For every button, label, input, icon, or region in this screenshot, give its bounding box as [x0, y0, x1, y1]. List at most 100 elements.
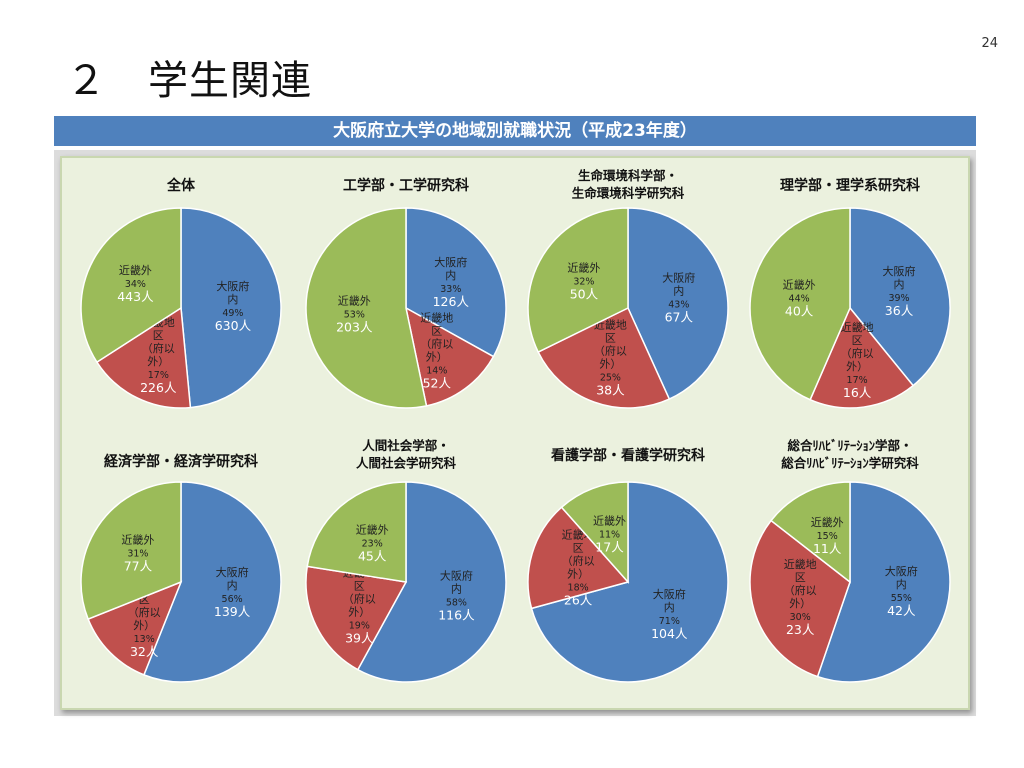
- pie-slice: [537, 306, 671, 409]
- slice-label: 区: [153, 329, 164, 342]
- slice-label: 外）: [789, 597, 811, 610]
- page-title: ２ 学生関連: [66, 58, 312, 104]
- chart-title: 理学部・理学系研究科: [780, 177, 920, 194]
- slice-percent: 58%: [446, 597, 467, 608]
- pie-slice: [560, 481, 629, 584]
- slice-count: 126人: [433, 294, 470, 309]
- slice-label: 近畿外: [338, 293, 371, 307]
- slice-label: 大阪府: [653, 587, 686, 601]
- pie-slice: [749, 207, 851, 401]
- pie-slice: [405, 207, 507, 358]
- slice-label: 近畿地: [420, 310, 453, 324]
- slice-label: 内: [664, 600, 675, 614]
- slice-count: 45人: [358, 548, 387, 563]
- pie-slice: [809, 306, 915, 409]
- slice-label: （府以: [420, 336, 453, 350]
- pie-slice: [87, 580, 183, 676]
- slice-label: 近畿外: [121, 533, 154, 547]
- slice-percent: 34%: [125, 279, 146, 290]
- slice-count: 77人: [124, 559, 153, 574]
- pie-slice: [80, 207, 182, 364]
- slice-percent: 56%: [222, 594, 243, 605]
- slice-label: 内: [896, 577, 907, 591]
- pie-slice: [142, 481, 282, 683]
- pie-slice: [95, 306, 192, 409]
- slice-count: 203人: [336, 319, 373, 334]
- slice-label: 大阪府: [434, 255, 467, 269]
- slice-label: 近畿地: [784, 557, 817, 571]
- slice-count: 104人: [651, 626, 688, 641]
- chart-title: 生命環境科学研究科: [572, 186, 685, 201]
- chart-title: 総合ﾘﾊﾋﾞﾘﾃｰｼｮﾝ学研究科: [781, 456, 919, 471]
- slice-label: 区: [354, 579, 365, 592]
- slice-label: 大阪府: [883, 264, 916, 278]
- slice-percent: 18%: [568, 583, 589, 594]
- slice-label: 内: [451, 581, 462, 595]
- chart-title: 人間社会学部・: [362, 438, 450, 453]
- slice-label: 外）: [426, 350, 448, 363]
- slice-label: 近畿外: [356, 522, 389, 536]
- slice-label: 内: [227, 292, 238, 306]
- slice-percent: 23%: [362, 538, 383, 549]
- slice-percent: 13%: [134, 634, 155, 645]
- slice-label: 外）: [147, 355, 169, 368]
- slice-count: 16人: [843, 385, 872, 400]
- slice-count: 17人: [595, 539, 624, 554]
- slice-label: 外）: [599, 357, 621, 370]
- slice-count: 38人: [596, 382, 625, 397]
- slice-percent: 11%: [599, 529, 620, 540]
- slice-percent: 33%: [440, 284, 461, 295]
- chart-title: 生命環境科学部・: [578, 168, 678, 183]
- slice-count: 36人: [885, 303, 914, 318]
- slice-count: 42人: [887, 603, 916, 618]
- slice-label: 外）: [567, 568, 589, 581]
- slice-count: 40人: [785, 303, 814, 318]
- slice-percent: 30%: [790, 612, 811, 623]
- slice-label: 大阪府: [662, 270, 695, 284]
- slice-percent: 71%: [659, 616, 680, 627]
- pie-slice: [770, 481, 851, 584]
- pie-slice: [306, 481, 407, 583]
- pie-slice: [527, 207, 629, 354]
- slice-count: 67人: [665, 309, 694, 324]
- chart-title: 全体: [166, 177, 196, 194]
- slice-label: 近畿外: [567, 260, 600, 274]
- slice-percent: 53%: [344, 309, 365, 320]
- slice-label: 大阪府: [440, 568, 473, 582]
- banner-title: 大阪府立大学の地域別就職状況（平成23年度）: [54, 116, 976, 146]
- pie-slice: [530, 481, 729, 683]
- chart-title: 人間社会学研究科: [356, 456, 457, 471]
- pie-slice: [749, 519, 851, 678]
- slice-label: 区: [139, 593, 150, 606]
- pie-chart-5: 経済学部・経済学研究科大阪府内56%139人近畿地区（府以外）13%32人近畿外…: [80, 453, 282, 683]
- slice-label: 近畿外: [811, 515, 844, 529]
- slice-label: 大阪府: [216, 279, 249, 293]
- slice-percent: 19%: [349, 620, 370, 631]
- slice-percent: 32%: [573, 276, 594, 287]
- chart-title: 総合ﾘﾊﾋﾞﾘﾃｰｼｮﾝ学部・: [787, 438, 912, 453]
- slice-label: （府以: [594, 343, 627, 357]
- slice-label: 区: [605, 331, 616, 344]
- slice-label: 区: [573, 542, 584, 555]
- chart-title: 経済学部・経済学研究科: [104, 453, 258, 470]
- slice-percent: 17%: [847, 375, 868, 386]
- slice-label: 内: [894, 277, 905, 291]
- slice-count: 23人: [786, 622, 815, 637]
- slice-count: 443人: [117, 289, 154, 304]
- slice-label: 大阪府: [885, 564, 918, 578]
- slice-count: 39人: [345, 630, 374, 645]
- pie-slice: [849, 207, 951, 387]
- slice-count: 50人: [570, 286, 599, 301]
- slice-label: 外）: [846, 360, 868, 373]
- slice-label: （府以: [784, 583, 817, 597]
- pie-chart-3: 生命環境科学部・生命環境科学研究科大阪府内43%67人近畿地区（府以外）25%3…: [527, 168, 729, 409]
- slice-count: 11人: [813, 541, 842, 556]
- pie-slice: [356, 481, 507, 683]
- slice-count: 32人: [130, 644, 159, 659]
- slice-label: （府以: [343, 591, 376, 605]
- slice-count: 630人: [215, 318, 252, 333]
- slice-label: 内: [445, 268, 456, 282]
